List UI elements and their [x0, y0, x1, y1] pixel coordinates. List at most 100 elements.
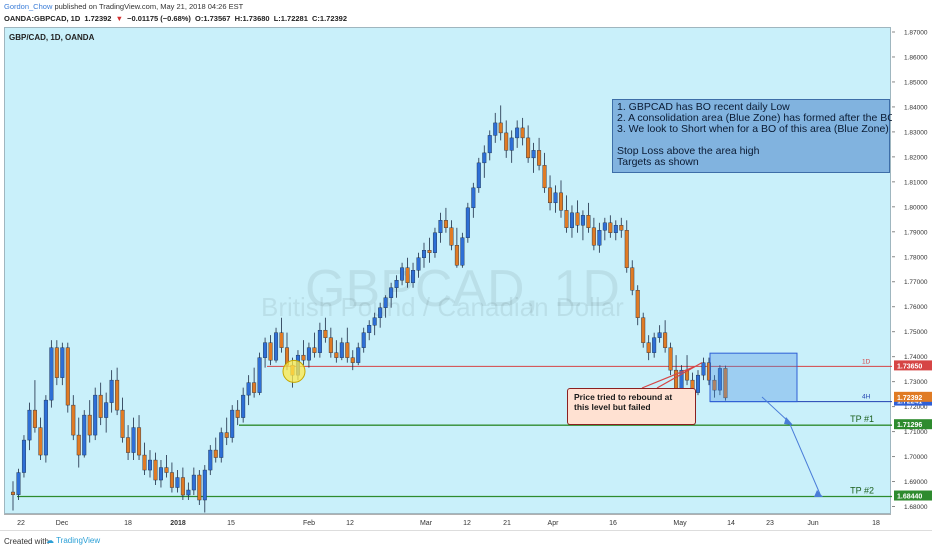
candle-body	[104, 402, 109, 418]
price-tick-label: 1.75000	[904, 329, 928, 336]
time-tick-label: 12	[463, 520, 471, 527]
candle-body	[356, 347, 361, 363]
candle-body	[317, 329, 322, 353]
candle-body	[438, 220, 443, 233]
chart-panel[interactable]: GBP/CAD, 1D, OANDA GBPCAD, 1D British Po…	[4, 27, 896, 515]
candle-body	[443, 220, 448, 228]
candle-body	[619, 225, 624, 231]
candle-body	[652, 337, 657, 353]
high-value: H:1.73680	[234, 14, 270, 23]
candle-body	[542, 165, 547, 189]
last-price: 1.72392	[84, 14, 112, 23]
candle-body	[564, 210, 569, 228]
callout-annotation[interactable]: Price tried to rebound at this level but…	[567, 388, 696, 425]
chart-title: GBP/CAD, 1D, OANDA	[9, 33, 95, 42]
candle-body	[164, 467, 169, 473]
candle-body	[241, 394, 246, 418]
candle-body	[65, 347, 70, 406]
callout-pointer	[656, 362, 703, 389]
candle-body	[115, 379, 120, 411]
candle-body	[235, 409, 240, 418]
level-price-label: 1.73650	[897, 363, 922, 370]
candle-body	[383, 297, 388, 308]
price-tick-label: 1.81000	[904, 179, 928, 186]
candle-body	[378, 307, 383, 318]
candle-body	[432, 232, 437, 253]
candle-body	[630, 267, 635, 291]
time-tick-label: May	[673, 520, 687, 527]
candle-body	[394, 280, 399, 288]
tradingview-logo-icon[interactable]: ☁ TradingView	[46, 536, 101, 545]
candle-body	[591, 227, 596, 246]
candle-body	[537, 150, 542, 166]
candle-body	[668, 347, 673, 371]
candle-body	[120, 409, 125, 438]
candle-body	[312, 347, 317, 353]
candle-body	[180, 477, 185, 496]
rebound-highlight-circle	[282, 359, 306, 383]
time-tick-label: 22	[17, 520, 25, 527]
candle-body	[334, 352, 339, 358]
candle-body	[624, 230, 629, 268]
candle-body	[301, 354, 306, 361]
candle-body	[641, 317, 646, 343]
time-axis[interactable]: 22 Dec 18 2018 15 Feb 12 Mar 12 21 Apr 16 May 14 23 Jun…	[4, 514, 891, 527]
candle-body	[98, 394, 103, 418]
time-tick-label: Apr	[548, 520, 560, 527]
candle-body	[553, 192, 558, 204]
time-tick-label: 18	[124, 520, 132, 527]
last-price-tag	[894, 391, 932, 402]
callout-pointer	[641, 365, 696, 389]
time-tick-label: 15	[227, 520, 235, 527]
watermark-symbol: GBPCAD, 1D	[305, 260, 620, 318]
candle-body	[372, 317, 377, 326]
candle-body	[32, 409, 37, 428]
time-tick-label: 21	[503, 520, 511, 527]
candle-body	[339, 342, 344, 358]
candle-body	[454, 245, 459, 266]
candle-body	[405, 267, 410, 283]
info-line: 3. We look to Short when for a BO of thi…	[617, 123, 889, 135]
level-price-tag	[894, 419, 932, 430]
candle-body	[109, 379, 114, 403]
info-line: 2. A consolidation area (Blue Zone) has …	[617, 112, 896, 124]
four-hour-level-label: 4H	[862, 394, 871, 401]
symbol-label: OANDA:GBPCAD, 1D	[4, 14, 81, 23]
time-tick-label: 12	[346, 520, 354, 527]
candle-body	[230, 409, 235, 438]
projection-path	[761, 396, 821, 495]
candle-body	[498, 122, 503, 134]
price-tick-label: 1.87000	[904, 29, 928, 36]
price-tick-label: 1.72000	[904, 404, 928, 411]
author-link[interactable]: Gordon_Chow	[4, 2, 53, 11]
chart-header: Gordon_Chow published on TradingView.com…	[0, 0, 932, 26]
candle-body	[175, 477, 180, 488]
candle-body	[657, 332, 662, 338]
candle-body	[16, 472, 21, 495]
candle-body	[208, 449, 213, 471]
candle-body	[191, 474, 196, 491]
candle-body	[580, 215, 585, 226]
projection-arrowhead	[784, 417, 793, 425]
candle-body	[169, 472, 174, 488]
projection-arrowhead	[814, 490, 823, 497]
candle-body	[427, 250, 432, 253]
candle-body	[449, 227, 454, 246]
candle-body	[158, 467, 163, 481]
time-tick-label: 18	[872, 520, 880, 527]
info-annotation-box[interactable]: 1. GBPCAD has BO recent daily Low 2. A c…	[612, 99, 896, 173]
candle-body	[548, 187, 553, 204]
candle-body	[323, 329, 328, 338]
candle-body	[608, 222, 613, 233]
info-line: Targets as shown	[617, 156, 699, 168]
chart-plot[interactable]: GBP/CAD, 1D, OANDA GBPCAD, 1D British Po…	[5, 28, 892, 515]
publish-line: Gordon_Chow published on TradingView.com…	[4, 2, 243, 11]
publish-info: published on TradingView.com, May 21, 20…	[54, 2, 244, 11]
down-arrow-icon: ▼	[115, 14, 124, 23]
candle-body	[82, 414, 87, 456]
candle-body	[635, 290, 640, 318]
candle-body	[509, 137, 514, 151]
candle-body	[569, 212, 574, 228]
candle-body	[520, 127, 525, 139]
price-axis[interactable]: 1.87000 1.86000 1.85000 1.84000 1.83000 1.820…	[892, 27, 932, 514]
